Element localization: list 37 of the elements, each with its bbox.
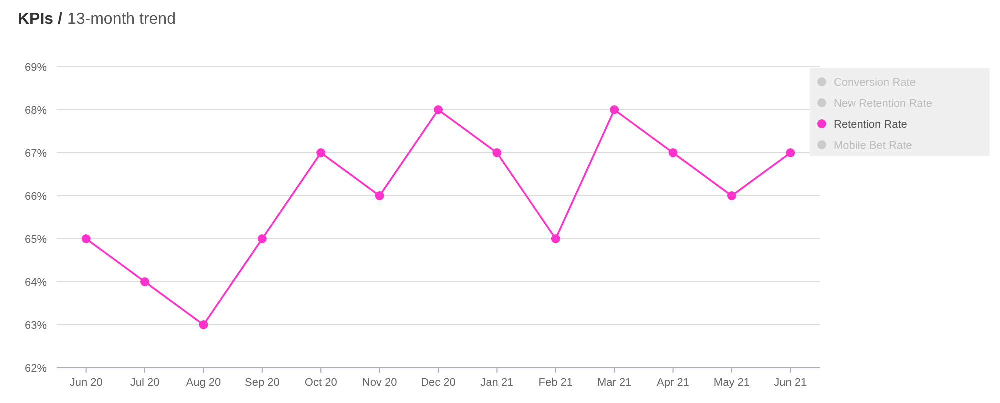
x-tick-label: Jul 20 (130, 377, 160, 389)
x-tick-label: Oct 20 (304, 377, 338, 389)
x-tick-label: Dec 20 (421, 377, 456, 389)
chart-subtitle: 13-month trend (67, 11, 176, 28)
x-tick-label: Aug 20 (186, 377, 222, 389)
point (82, 234, 91, 244)
point (786, 148, 796, 158)
x-tick-label: Jun 21 (774, 377, 808, 389)
x-tick-label: Feb 21 (538, 377, 574, 389)
x-tick-label: Mar 21 (597, 377, 632, 389)
chart-title: KPIs / (18, 11, 64, 28)
x-tick-label: Jan 21 (480, 377, 514, 389)
x-tick-label: Apr 21 (657, 377, 690, 389)
y-tick-label: 64% (24, 276, 48, 289)
y-tick-label: 62% (24, 362, 48, 375)
y-tick-label: 69% (24, 62, 48, 74)
y-tick-label: 67% (24, 148, 48, 160)
point (492, 148, 502, 158)
y-tick-label: 63% (24, 320, 48, 332)
point (199, 320, 208, 330)
x-tick-label: Sep 20 (244, 377, 280, 389)
point (258, 234, 267, 244)
y-tick-label: 65% (24, 234, 48, 246)
point (727, 192, 736, 200)
point (551, 234, 560, 244)
point (610, 106, 620, 114)
x-tick-label: Jun 20 (70, 377, 103, 389)
legend-label: Retention Rate (834, 118, 908, 131)
y-tick-label: 68% (24, 104, 48, 117)
point (668, 148, 678, 158)
point (140, 278, 150, 286)
x-tick-label: Nov 20 (362, 377, 398, 389)
point (375, 192, 384, 200)
point (316, 148, 326, 158)
y-tick-label: 66% (24, 190, 48, 203)
point (434, 106, 443, 114)
x-tick-label: May 21 (714, 377, 750, 389)
